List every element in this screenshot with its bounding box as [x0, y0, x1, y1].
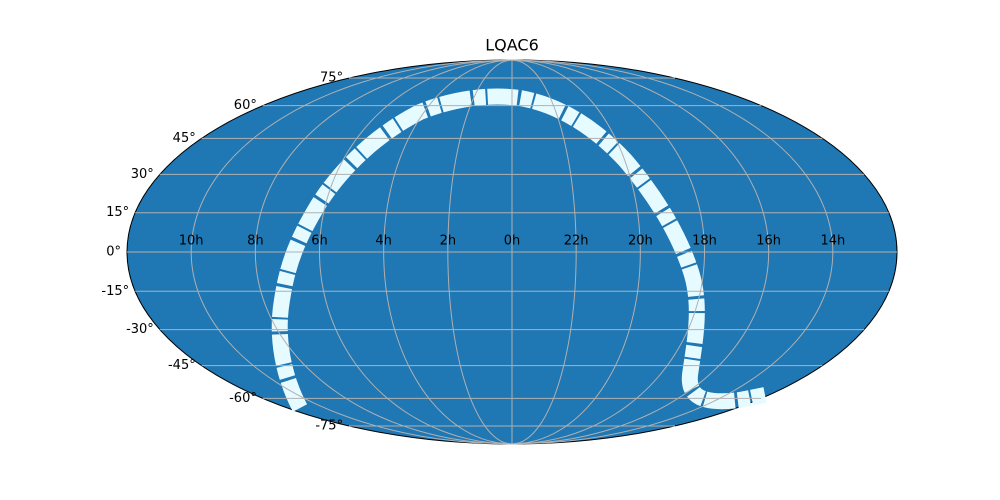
- x-tick-label: 2h: [440, 234, 457, 249]
- x-tick-label: 16h: [756, 234, 781, 249]
- y-tick-label: 60°: [234, 98, 257, 113]
- y-tick-label: 15°: [106, 205, 129, 220]
- y-tick-label: 0°: [106, 245, 121, 260]
- x-tick-label: 20h: [628, 234, 653, 249]
- y-tick-label: 75°: [320, 71, 343, 86]
- x-tick-label: 4h: [375, 234, 392, 249]
- y-tick-label: 45°: [173, 131, 196, 146]
- x-tick-label: 10h: [179, 234, 204, 249]
- x-tick-label: 22h: [564, 234, 589, 249]
- x-tick-label: 18h: [692, 234, 717, 249]
- x-tick-label: 8h: [247, 234, 264, 249]
- y-tick-label: 30°: [131, 167, 154, 182]
- y-tick-label: -15°: [101, 284, 129, 299]
- x-tick-label: 14h: [820, 234, 845, 249]
- x-tick-label: 6h: [311, 234, 328, 249]
- y-tick-label: -75°: [315, 418, 343, 433]
- x-tick-label: 0h: [504, 234, 521, 249]
- y-tick-label: -60°: [229, 391, 257, 406]
- coverage-gap: [271, 88, 767, 412]
- chart-title: LQAC6: [485, 36, 539, 55]
- y-tick-label: -30°: [126, 322, 154, 337]
- y-tick-label: -45°: [168, 358, 196, 373]
